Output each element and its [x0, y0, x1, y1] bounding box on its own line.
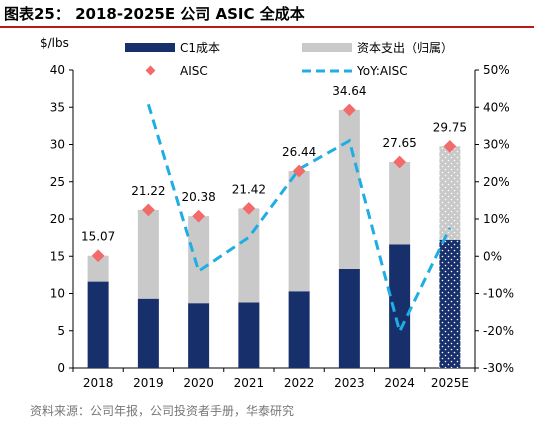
- aisc-data-label: 34.64: [332, 84, 366, 98]
- y-right-tick-label: -20%: [483, 324, 514, 338]
- y-left-tick-label: 20: [50, 212, 65, 226]
- x-tick-label: 2019: [133, 376, 164, 390]
- aisc-data-label: 21.42: [232, 182, 266, 196]
- y-left-tick-label: 35: [50, 100, 65, 114]
- x-tick-label: 2022: [284, 376, 315, 390]
- title-rule: [0, 26, 534, 28]
- legend: C1成本 资本支出（归属） AISC YoY:AISC: [125, 41, 453, 78]
- aisc-marker: [142, 203, 155, 217]
- legend-label-aisc: AISC: [180, 64, 208, 78]
- y-right-tick-label: 30%: [483, 138, 510, 152]
- y-right-tick-label: 40%: [483, 100, 510, 114]
- y-right-tick-label: 50%: [483, 63, 510, 77]
- y-left-tick-label: 25: [50, 175, 65, 189]
- x-tick-label: 2020: [183, 376, 214, 390]
- bar-capex: [288, 171, 310, 292]
- y-left-tick-label: 10: [50, 287, 65, 301]
- bars: [87, 109, 461, 368]
- x-tick-label: 2024: [384, 376, 415, 390]
- aisc-marker: [343, 103, 356, 117]
- x-tick-label: 2018: [83, 376, 114, 390]
- y-right-tick-label: 0%: [483, 249, 502, 263]
- aisc-marker: [393, 155, 406, 169]
- aisc-data-label: 27.65: [382, 136, 416, 150]
- x-tick-label: 2021: [234, 376, 265, 390]
- legend-label-capex: 资本支出（归属）: [357, 41, 453, 55]
- bar-c1: [137, 298, 159, 368]
- aisc-marker: [192, 209, 205, 223]
- bar-forecast-dots: [439, 146, 461, 368]
- y-left-tick-label: 40: [50, 63, 65, 77]
- y-left-tick-label: 5: [57, 324, 65, 338]
- legend-swatch-c1: [125, 43, 175, 52]
- legend-marker-aisc: [145, 65, 156, 76]
- bar-capex: [389, 162, 411, 245]
- bar-c1: [238, 302, 260, 368]
- y-left-label: $/lbs: [40, 36, 69, 50]
- y-right-tick-label: 10%: [483, 212, 510, 226]
- y-right-tick-label: 20%: [483, 175, 510, 189]
- aisc-marker: [443, 139, 457, 153]
- y-left-tick-label: 0: [57, 361, 65, 375]
- bar-capex: [87, 255, 109, 282]
- aisc-data-label: 20.38: [181, 190, 215, 204]
- bar-c1: [188, 303, 210, 368]
- aisc-data-label: 21.22: [131, 184, 165, 198]
- y-right-tick-label: -10%: [483, 287, 514, 301]
- aisc-data-label: 29.75: [433, 120, 467, 134]
- legend-label-yoy: YoY:AISC: [356, 64, 408, 78]
- chart-title: 图表25： 2018-2025E 公司 ASIC 全成本: [4, 5, 305, 23]
- bar-c1: [288, 291, 310, 368]
- y-right-tick-label: -30%: [483, 361, 514, 375]
- x-tick-label: 2025E: [431, 376, 469, 390]
- bar-c1: [389, 244, 411, 368]
- bar-capex: [188, 216, 210, 304]
- bar-capex: [338, 109, 360, 269]
- y-left-tick-label: 15: [50, 249, 65, 263]
- aisc-marker: [242, 202, 256, 215]
- bar-capex: [137, 209, 159, 299]
- legend-swatch-capex: [302, 43, 352, 52]
- aisc-data-label: 26.44: [282, 145, 316, 159]
- bar-c1: [338, 268, 360, 368]
- aisc-data-label: 15.07: [81, 230, 115, 244]
- legend-label-c1: C1成本: [180, 41, 220, 55]
- aisc-markers: 15.07 21.22 20.38 21.42 26.44 34.64 27.65 29.75: [81, 84, 467, 263]
- source-note: 资料来源：公司年报，公司投资者手册，华泰研究: [30, 404, 295, 418]
- aisc-marker: [292, 164, 306, 178]
- bar-c1: [87, 281, 109, 368]
- bar-capex: [238, 208, 260, 303]
- y-left-tick-label: 30: [50, 138, 65, 152]
- x-tick-label: 2023: [334, 376, 365, 390]
